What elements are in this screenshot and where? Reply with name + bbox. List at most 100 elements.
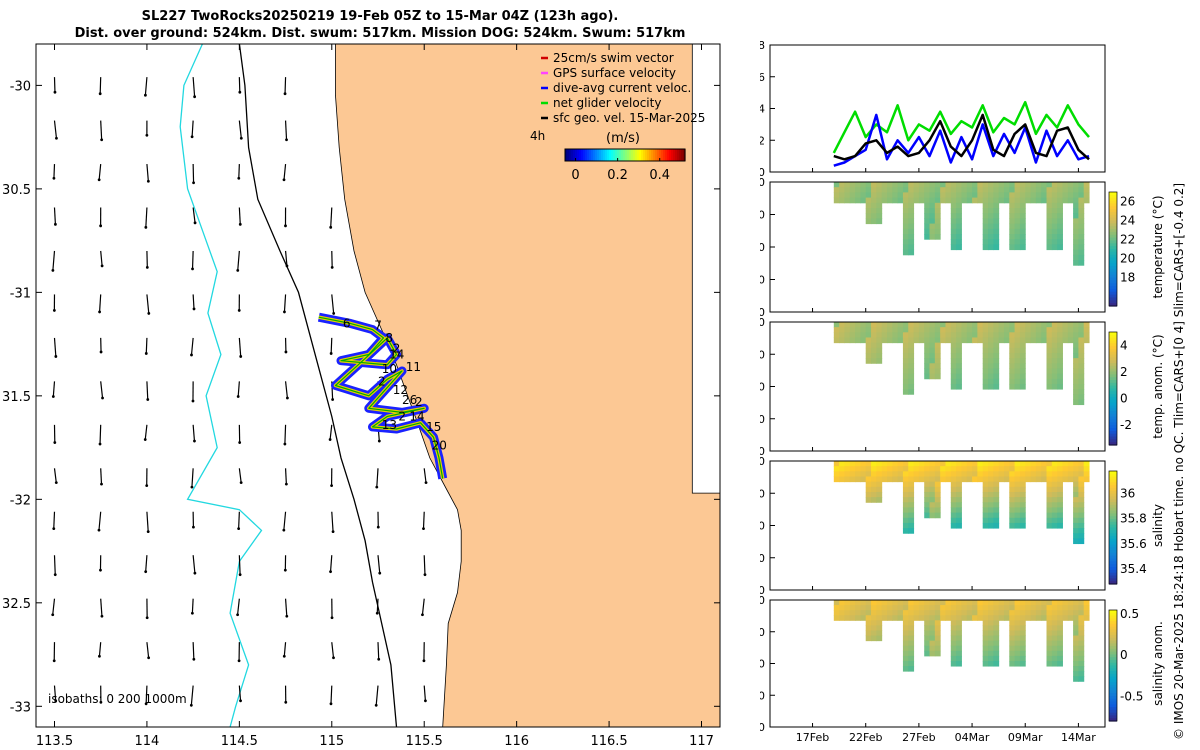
section-cell — [1083, 187, 1090, 193]
section-cell — [940, 332, 946, 338]
section-cell — [1035, 605, 1042, 611]
section-cell — [977, 192, 984, 199]
section-cell — [1057, 645, 1063, 652]
section-cell — [902, 491, 909, 498]
section-cell — [929, 213, 936, 219]
section-cell — [855, 471, 861, 477]
section-cell — [972, 192, 978, 199]
section-cell — [1073, 218, 1079, 225]
current-arrow — [283, 294, 287, 312]
section-cell — [1078, 481, 1085, 488]
section-colorbar-frame — [1108, 331, 1118, 446]
section-cell — [1009, 471, 1016, 477]
section-cell — [1014, 332, 1021, 338]
section-cell — [1046, 197, 1053, 204]
current-arrow-head — [193, 221, 197, 225]
section-cell — [1073, 666, 1079, 672]
section-cell — [934, 620, 941, 626]
section-cell — [1009, 491, 1016, 498]
section-cell — [1014, 491, 1021, 498]
section-cell — [956, 342, 962, 349]
section-cell — [988, 378, 994, 385]
section-cell — [924, 466, 931, 472]
section-colorbar-cell — [1109, 343, 1117, 347]
section-cell — [929, 368, 936, 375]
current-arrow-head — [238, 573, 242, 577]
section-cell — [1030, 600, 1037, 606]
section-cell — [886, 605, 893, 611]
section-cell — [839, 332, 845, 338]
section-cell — [871, 213, 877, 219]
current-arrow — [146, 381, 149, 400]
section-cell — [1025, 466, 1032, 472]
section-cell — [1046, 187, 1053, 193]
colorbar-tick-label: 0 — [571, 168, 579, 183]
current-arrow — [52, 250, 56, 271]
section-cell — [929, 635, 936, 642]
section-cell — [1078, 461, 1085, 467]
section-cell — [1030, 466, 1037, 472]
section-cell — [1046, 491, 1053, 498]
section-cell — [993, 650, 1000, 657]
section-cell — [1057, 615, 1063, 621]
section-cell — [1025, 610, 1032, 616]
section-cell — [1078, 600, 1085, 606]
section-cell — [956, 522, 962, 529]
section-cell — [913, 615, 920, 621]
section-cell — [934, 630, 941, 637]
section-cell — [1078, 528, 1085, 534]
section-cell — [908, 327, 915, 333]
section-cell — [1073, 249, 1079, 256]
section-cell — [913, 197, 920, 204]
section-cell — [886, 192, 893, 199]
section-cell — [1051, 352, 1058, 359]
section-cell — [865, 342, 872, 349]
section-cell — [982, 187, 989, 193]
section-colorbar-tick-label: 24 — [1120, 214, 1135, 228]
section-cell — [1083, 600, 1090, 606]
section-cell — [1035, 471, 1042, 477]
net-glider-track — [318, 316, 444, 479]
colorbar-cell — [569, 149, 572, 161]
current-arrow-head — [283, 92, 287, 96]
current-arrow-head — [192, 181, 195, 185]
section-cell — [1057, 655, 1063, 662]
section-cell — [924, 491, 931, 498]
section-cell — [865, 625, 872, 631]
section-cell — [924, 476, 931, 483]
section-colorbar-cell — [1109, 391, 1117, 395]
section-cell — [934, 610, 941, 616]
time-tick-label: 22Feb — [849, 731, 882, 744]
section-cell — [865, 192, 872, 199]
section-cell — [1078, 466, 1085, 472]
section-cell — [1009, 476, 1016, 483]
section-colorbar-cell — [1109, 430, 1117, 435]
current-arrow-head — [330, 484, 333, 487]
section-cell — [1019, 234, 1026, 240]
section-cell — [1014, 347, 1021, 354]
section-colorbar-cell — [1109, 618, 1117, 622]
section-cell — [902, 615, 909, 621]
section-cell — [1030, 192, 1037, 199]
section-cell — [929, 218, 936, 225]
section-cell — [1019, 486, 1026, 493]
current-arrow — [146, 294, 150, 314]
section-cell — [876, 630, 883, 637]
current-arrow-head — [238, 441, 242, 444]
section-cell — [988, 655, 994, 662]
current-arrow — [284, 77, 287, 94]
current-arrow — [238, 685, 242, 701]
section-cell — [993, 187, 1000, 193]
section-cell — [897, 197, 904, 204]
section-cell — [1009, 600, 1016, 606]
section-cell — [1067, 476, 1074, 483]
section-cell — [1003, 197, 1010, 204]
section-cell — [1009, 234, 1016, 240]
section-cell — [934, 600, 941, 606]
section-cell — [860, 610, 867, 616]
section-cell — [993, 383, 1000, 390]
section-cell — [1009, 363, 1016, 369]
section-colorbar-cell — [1109, 260, 1117, 264]
section-cell — [950, 202, 957, 209]
